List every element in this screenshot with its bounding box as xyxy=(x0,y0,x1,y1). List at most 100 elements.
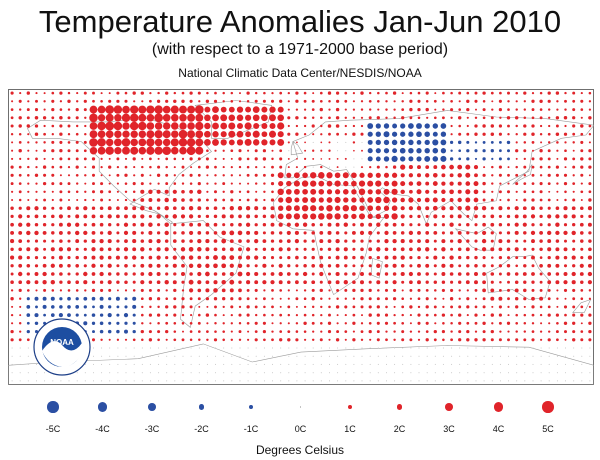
anomaly-dot xyxy=(287,124,290,128)
anomaly-dot xyxy=(42,304,47,309)
anomaly-dot xyxy=(319,263,324,268)
anomaly-dot xyxy=(531,206,535,211)
anomaly-dot xyxy=(189,173,193,177)
anomaly-dot xyxy=(246,264,250,268)
anomaly-dot xyxy=(344,124,347,128)
anomaly-dot xyxy=(384,263,389,268)
anomaly-dot xyxy=(424,197,430,203)
anomaly-dot xyxy=(506,223,511,227)
anomaly-dot xyxy=(236,106,244,113)
anomaly-dot xyxy=(434,355,436,357)
anomaly-dot xyxy=(113,105,123,114)
anomaly-dot xyxy=(572,338,576,342)
anomaly-dot xyxy=(141,165,144,169)
anomaly-dot xyxy=(285,188,292,195)
anomaly-dot xyxy=(157,288,161,292)
anomaly-dot xyxy=(51,99,55,103)
anomaly-dot xyxy=(564,124,567,128)
anomaly-dot xyxy=(328,313,331,317)
anomaly-dot xyxy=(263,91,266,95)
anomaly-dot xyxy=(59,289,63,292)
anomaly-dot xyxy=(303,116,307,120)
anomaly-dot xyxy=(451,372,453,374)
anomaly-dot xyxy=(466,321,470,325)
anomaly-dot xyxy=(457,230,462,235)
anomaly-dot xyxy=(113,121,123,131)
anomaly-dot xyxy=(320,305,323,309)
anomaly-dot xyxy=(499,380,501,382)
anomaly-dot xyxy=(400,156,406,162)
anomaly-dot xyxy=(343,213,349,220)
anomaly-dot xyxy=(474,132,478,136)
anomaly-dot xyxy=(375,196,382,204)
anomaly-dot xyxy=(409,116,413,120)
anomaly-dot xyxy=(278,197,284,203)
data-source: National Climatic Data Center/NESDIS/NOA… xyxy=(178,66,422,80)
anomaly-dot xyxy=(138,138,147,147)
anomaly-dot xyxy=(490,222,495,227)
anomaly-dot xyxy=(195,121,204,131)
anomaly-dot xyxy=(285,205,292,212)
anomaly-dot xyxy=(409,247,413,252)
anomaly-dot xyxy=(409,288,413,292)
anomaly-dot xyxy=(287,108,290,111)
anomaly-dot xyxy=(10,165,14,169)
anomaly-dot xyxy=(572,198,576,202)
anomaly-dot xyxy=(548,116,551,119)
anomaly-dot xyxy=(27,190,30,193)
anomaly-dot xyxy=(181,165,185,169)
anomaly-dot xyxy=(368,255,372,260)
anomaly-dot xyxy=(515,239,519,243)
anomaly-dot xyxy=(262,239,267,243)
anomaly-dot xyxy=(393,100,396,103)
anomaly-dot xyxy=(310,180,317,187)
anomaly-dot xyxy=(483,363,485,365)
anomaly-dot xyxy=(172,263,177,268)
anomaly-dot xyxy=(254,255,259,260)
anomaly-dot xyxy=(189,305,193,309)
anomaly-dot xyxy=(410,355,412,357)
anomaly-dot xyxy=(34,124,39,128)
anomaly-dot xyxy=(156,263,161,268)
anomaly-dot xyxy=(565,363,566,365)
anomaly-dot xyxy=(572,157,576,161)
anomaly-dot xyxy=(572,91,576,95)
anomaly-dot xyxy=(295,99,299,103)
anomaly-dot xyxy=(277,122,285,130)
anomaly-dot xyxy=(107,247,112,252)
anomaly-dot xyxy=(287,330,291,334)
anomaly-dot xyxy=(580,173,584,177)
anomaly-dot xyxy=(91,263,96,268)
anomaly-dot xyxy=(432,139,439,146)
anomaly-dot xyxy=(75,305,80,309)
anomaly-dot xyxy=(26,247,31,252)
anomaly-dot xyxy=(361,141,363,143)
anomaly-dot xyxy=(328,305,331,309)
anomaly-dot xyxy=(459,372,461,374)
anomaly-dot xyxy=(36,380,37,382)
anomaly-dot xyxy=(515,100,518,103)
anomaly-dot xyxy=(311,99,315,103)
anomaly-dot xyxy=(182,355,184,357)
anomaly-dot xyxy=(10,264,14,268)
anomaly-dot xyxy=(515,256,519,260)
anomaly-dot xyxy=(272,355,273,357)
anomaly-dot xyxy=(328,338,331,341)
anomaly-dot xyxy=(262,173,266,177)
anomaly-dot xyxy=(255,313,258,317)
anomaly-dot xyxy=(133,166,136,169)
anomaly-dot xyxy=(206,355,208,357)
anomaly-dot xyxy=(392,255,397,260)
anomaly-dot xyxy=(230,91,234,95)
anomaly-dot xyxy=(10,272,14,276)
anomaly-dot xyxy=(197,271,202,277)
anomaly-dot xyxy=(318,213,325,220)
anomaly-dot xyxy=(523,132,527,136)
anomaly-dot xyxy=(417,288,421,292)
anomaly-dot xyxy=(384,230,389,236)
anomaly-dot xyxy=(50,247,55,252)
anomaly-dot xyxy=(434,380,436,382)
anomaly-dot xyxy=(76,372,78,374)
anomaly-dot xyxy=(555,272,560,276)
anomaly-dot xyxy=(482,230,487,235)
